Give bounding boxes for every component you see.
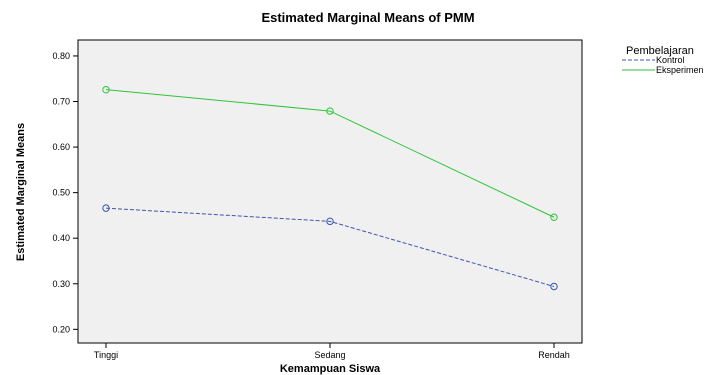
data-point-eksperimen [326,107,334,115]
data-point-eksperimen [550,213,558,221]
y-tick-label: 0.40 [52,233,70,243]
y-axis: 0.20 0.30 0.40 0.50 0.60 0.70 0.80 [52,51,78,334]
y-tick-label: 0.20 [52,324,70,334]
x-tick-label: Tinggi [94,350,118,360]
y-axis-title: Estimated Marginal Means [15,123,27,261]
legend-label-kontrol: Kontrol [656,55,685,65]
series-layer [102,85,558,291]
series-line-eksperimen [105,89,555,218]
data-point-eksperimen [102,85,110,94]
series-line-kontrol [105,207,555,287]
y-tick-label: 0.30 [52,279,70,289]
data-point-kontrol [326,217,334,226]
x-tick-label: Rendah [538,350,570,360]
y-tick-label: 0.80 [52,51,70,61]
x-axis-title: Kemampuan Siswa [280,363,381,375]
y-tick-label: 0.50 [52,188,70,198]
y-tick-label: 0.60 [52,142,70,152]
legend-title: Pembelajaran [626,45,694,57]
legend-label-eksperimen: Eksperimen [656,65,704,75]
data-point-kontrol [102,204,110,212]
data-point-kontrol [550,282,558,291]
x-axis: Tinggi Sedang Rendah [94,343,570,360]
chart-title: Estimated Marginal Means of PMM [261,10,474,25]
x-tick-label: Sedang [314,350,345,360]
plot-area [77,39,583,344]
y-tick-label: 0.70 [52,97,70,107]
